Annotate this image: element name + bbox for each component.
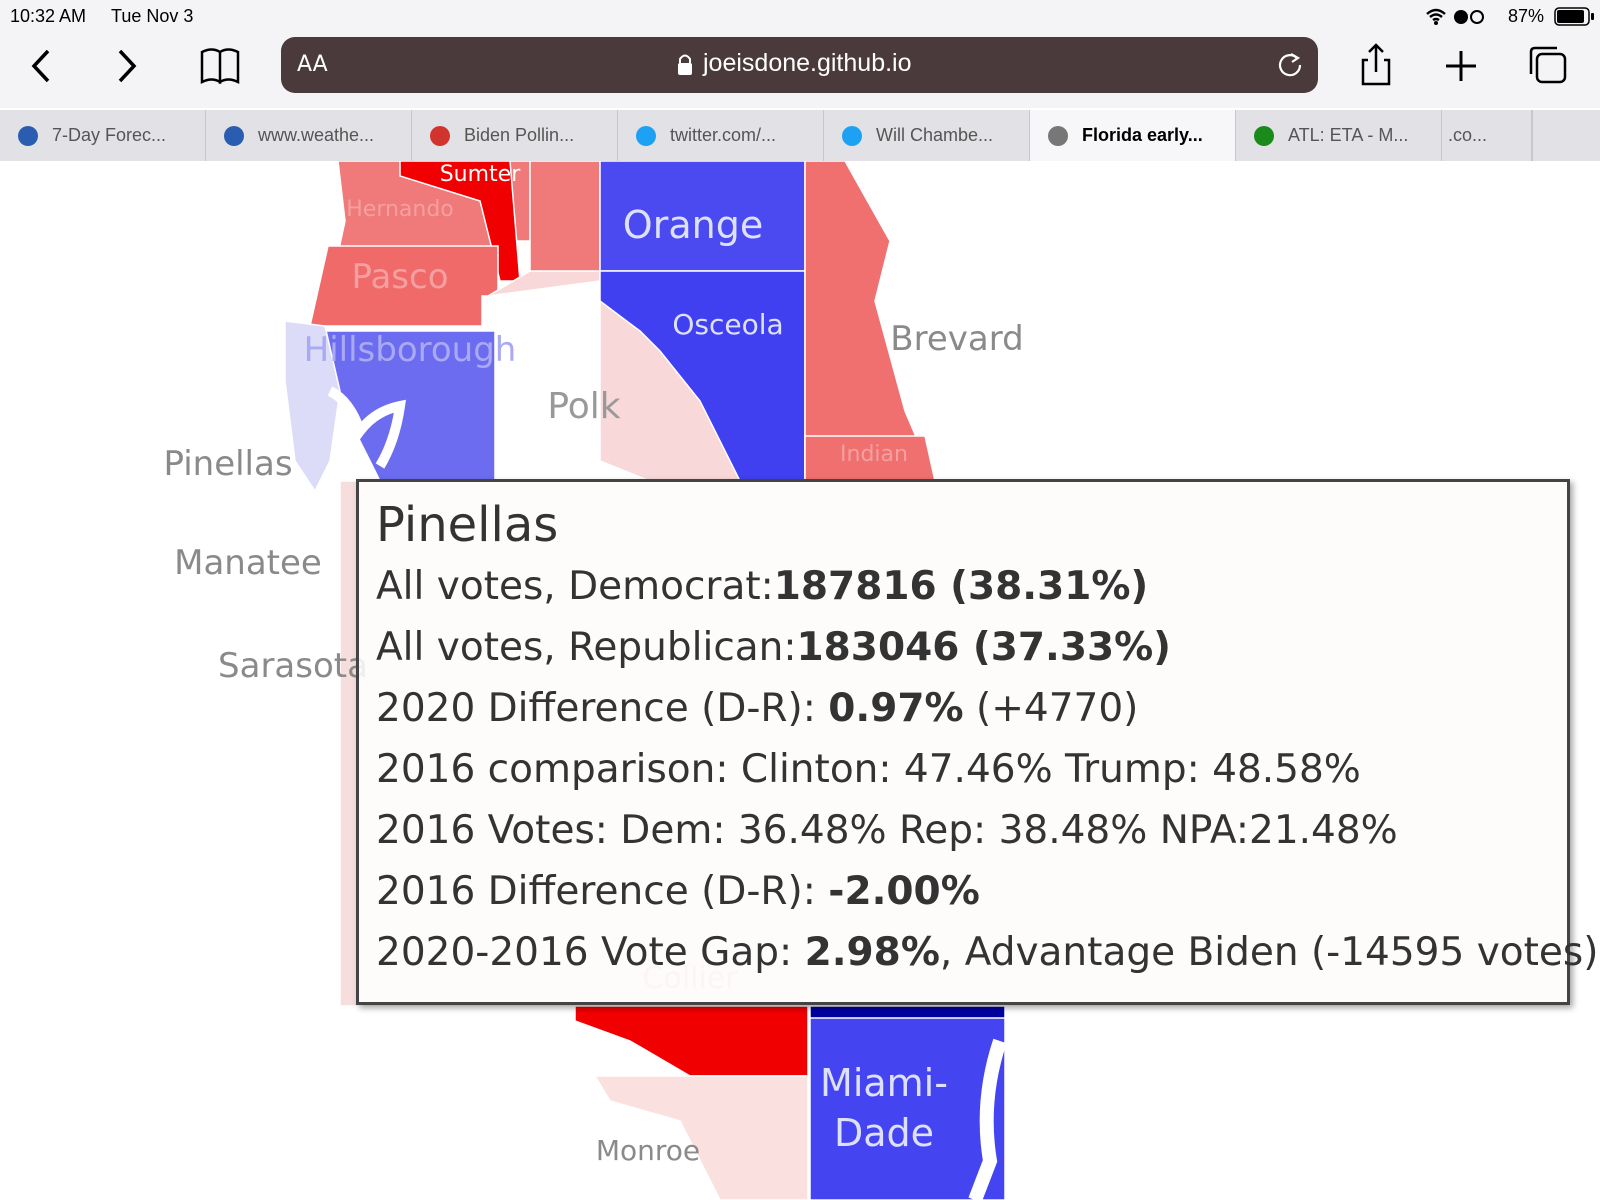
- tab-bar-spacer: [1532, 110, 1600, 161]
- time: 10:32 AM: [10, 6, 87, 26]
- bookmarks-button[interactable]: [200, 48, 240, 85]
- reload-button[interactable]: [1277, 52, 1303, 78]
- tab-icon: [842, 125, 862, 146]
- tooltip-text: 2020 Difference (D-R):: [376, 686, 829, 731]
- url: joeisdone.github.io: [703, 49, 912, 77]
- tooltip-line: 2020-2016 Vote Gap: 2.98%, Advantage Bid…: [376, 922, 1598, 983]
- tooltip-line: 2020 Difference (D-R): 0.97% (+4770): [376, 678, 1567, 739]
- tampa-bay: [327, 386, 406, 469]
- status-bar: 10:32 AM Tue Nov 3 87%: [0, 0, 1600, 32]
- forward-button[interactable]: [118, 49, 137, 83]
- tooltip-line: All votes, Democrat:187816 (38.31%): [376, 556, 1567, 617]
- county-label: Indian: [840, 442, 908, 467]
- county-label: Osceola: [672, 308, 783, 341]
- tab[interactable]: Florida early...: [1030, 110, 1236, 161]
- text-size-button[interactable]: AA: [297, 52, 328, 77]
- tab-bar: 7-Day Forec... www.weathe... Biden Pollin.…: [0, 110, 1600, 161]
- tab[interactable]: twitter.com/...: [618, 110, 824, 161]
- county-label: Miami-Dade: [820, 1061, 948, 1155]
- tooltip-value: 0.97%: [828, 686, 964, 731]
- biscayne-bay: [968, 1038, 1007, 1200]
- tab-title: twitter.com/...: [670, 125, 777, 145]
- tab-title: www.weathe...: [258, 125, 375, 145]
- tab-icon: [636, 125, 656, 146]
- county-label: Pasco: [351, 257, 448, 297]
- county-label: Pinellas: [163, 444, 292, 484]
- battery-level: 87%: [1508, 6, 1545, 26]
- tooltip-value: -2.00%: [828, 869, 980, 914]
- county-label: Hernando: [346, 197, 454, 222]
- tooltip-text: 2020-2016 Vote Gap:: [376, 930, 805, 975]
- tooltip-value: 183046 (37.33%): [796, 625, 1172, 670]
- county-label: Monroe: [596, 1134, 700, 1167]
- tooltip-line: 2016 Difference (D-R): -2.00%: [376, 861, 1567, 922]
- url-bar[interactable]: AA joeisdone.github.io: [281, 37, 1318, 93]
- county-label: Sarasota: [218, 646, 368, 686]
- tab-icon: [224, 125, 244, 146]
- county-label: Polk: [547, 386, 620, 427]
- tooltip-value: 2.98%: [804, 930, 940, 975]
- tab-title: 7-Day Forec...: [52, 125, 167, 145]
- tooltip-text: (+4770): [963, 686, 1139, 731]
- tooltip-text: All votes, Democrat:: [376, 564, 774, 609]
- tab[interactable]: www.weathe...: [206, 110, 412, 161]
- tooltip-title: Pinellas: [376, 497, 559, 553]
- battery-icon: [1554, 7, 1594, 26]
- tab-title: .co...: [1448, 125, 1488, 145]
- tooltip-line: 2016 Votes: Dem: 36.48% Rep: 38.48% NPA:…: [376, 800, 1567, 861]
- status-icons: [1426, 8, 1484, 25]
- county-label: Sumter: [440, 162, 522, 187]
- tooltip-line: All votes, Republican:183046 (37.33%): [376, 617, 1567, 678]
- tab[interactable]: ATL: ETA - M...: [1236, 110, 1442, 161]
- county-label: Manatee: [174, 543, 322, 583]
- tooltip-value: 187816 (38.31%): [773, 564, 1149, 609]
- tabs-button[interactable]: [1529, 46, 1567, 84]
- toolbar-icons: [31, 43, 1567, 86]
- tab-title: Florida early...: [1082, 125, 1203, 145]
- tooltip-text: 2016 Difference (D-R):: [376, 869, 829, 914]
- date: Tue Nov 3: [111, 6, 194, 26]
- tooltip-text: , Advantage Biden (-14595 votes): [939, 930, 1599, 975]
- tooltip: Pinellas All votes, Democrat:187816 (38.…: [356, 479, 1598, 1005]
- tooltip-text: 2016 Votes: Dem: 36.48% Rep: 38.48% NPA:…: [376, 808, 1398, 853]
- county-label: Hillsborough: [304, 330, 517, 370]
- tooltip-lines: All votes, Democrat:187816 (38.31%) All v…: [376, 556, 1598, 983]
- new-tab-button[interactable]: [1446, 51, 1476, 81]
- tab-icon: [1048, 125, 1068, 146]
- tooltip-text: All votes, Republican:: [376, 625, 797, 670]
- county-labels: Sumter Hernando Orange Pasco Osceola Brevard H…: [163, 162, 1023, 1167]
- county-label: Brevard: [890, 319, 1023, 359]
- tab-icon: [430, 125, 450, 146]
- tab-icon: [1254, 125, 1274, 146]
- tab-title: Biden Pollin...: [464, 125, 575, 145]
- tab-title: ATL: ETA - M...: [1288, 125, 1409, 145]
- tooltip-line: 2016 comparison: Clinton: 47.46% Trump: …: [376, 739, 1567, 800]
- tab[interactable]: Will Chambe...: [824, 110, 1030, 161]
- back-button[interactable]: [31, 49, 50, 83]
- tab-icon: [18, 125, 38, 146]
- share-button[interactable]: [1361, 43, 1391, 86]
- tab[interactable]: .co...: [1442, 110, 1532, 161]
- toolbar: AA joeisdone.github.io: [0, 32, 1600, 108]
- tooltip-text: 2016 comparison: Clinton: 47.46% Trump: …: [376, 747, 1361, 792]
- lock-icon: [678, 54, 692, 75]
- tab[interactable]: 7-Day Forec...: [0, 110, 206, 161]
- tab-title: Will Chambe...: [876, 125, 994, 145]
- county-label: Orange: [623, 203, 763, 247]
- tab[interactable]: Biden Pollin...: [412, 110, 618, 161]
